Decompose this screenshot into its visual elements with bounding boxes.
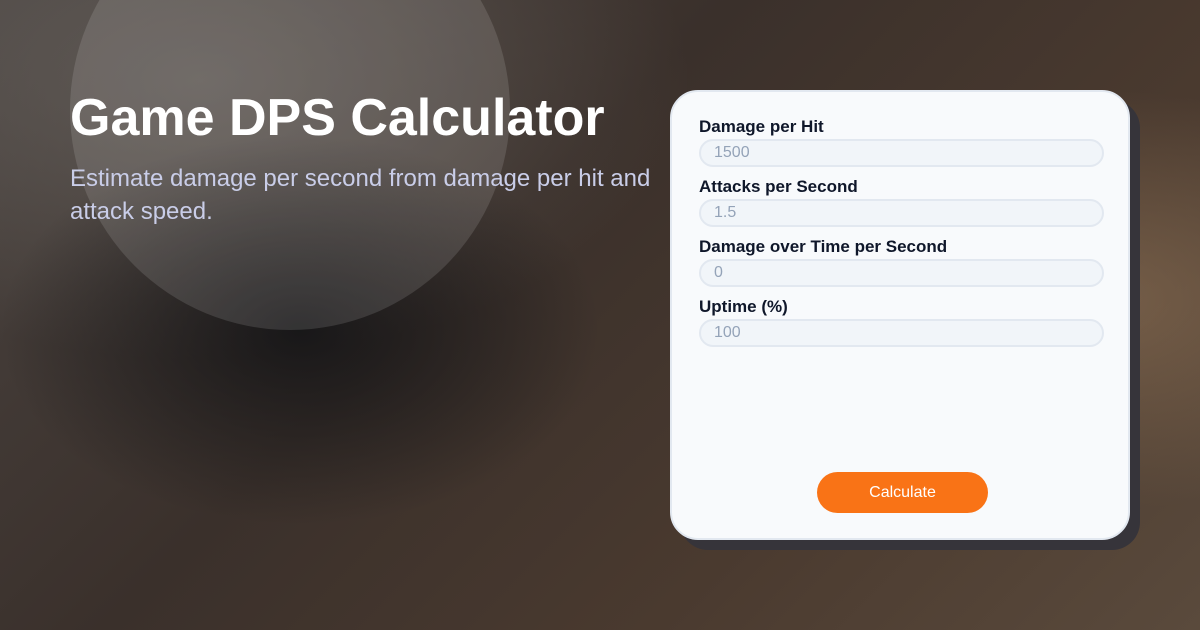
uptime-input[interactable]: [699, 319, 1104, 347]
page-title: Game DPS Calculator: [70, 89, 605, 147]
dot-per-second-label: Damage over Time per Second: [699, 237, 948, 256]
uptime-label: Uptime (%): [699, 297, 788, 316]
calculator-form: Damage per Hit Attacks per Second Damage…: [670, 90, 1130, 540]
attacks-per-second-input[interactable]: [699, 199, 1104, 227]
page-subtitle: Estimate damage per second from damage p…: [70, 165, 651, 225]
attacks-per-second-label: Attacks per Second: [699, 177, 858, 196]
damage-per-hit-label: Damage per Hit: [699, 117, 824, 136]
dot-per-second-input[interactable]: [699, 259, 1104, 287]
damage-per-hit-input[interactable]: [699, 139, 1104, 167]
calculate-button[interactable]: Calculate: [817, 472, 988, 513]
